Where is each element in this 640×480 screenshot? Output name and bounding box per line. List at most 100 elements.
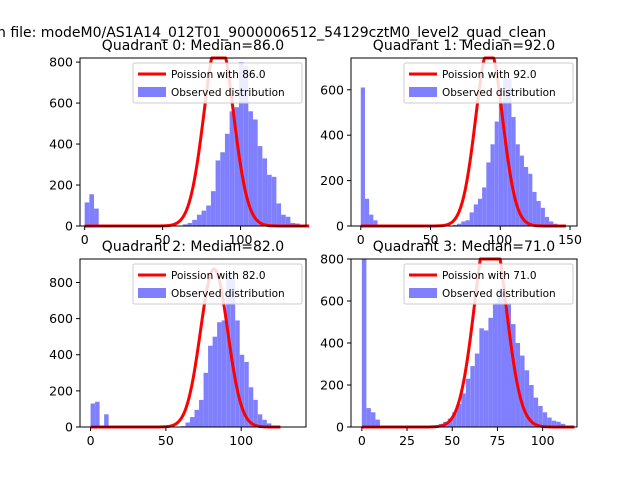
histogram-bar — [465, 220, 470, 226]
histogram-bar — [285, 216, 291, 226]
axes-frame — [79, 57, 307, 227]
histogram-bar — [84, 202, 90, 226]
histogram-bar — [544, 216, 550, 226]
histogram-bar — [447, 418, 453, 427]
histogram-bar — [540, 207, 545, 226]
histogram-bar — [501, 292, 507, 427]
histogram-bar — [361, 259, 367, 427]
legend-observed-label: Observed distribution — [171, 288, 285, 300]
histogram-bar — [187, 222, 193, 226]
histogram-bar — [210, 191, 216, 226]
histogram-bar — [271, 176, 277, 226]
histogram-bar — [262, 158, 268, 226]
histogram-bar — [208, 345, 213, 427]
figure-title: n file: modeM0/AS1A14_012T01_9000006512_… — [0, 25, 546, 41]
histogram-bar — [452, 412, 457, 427]
panel-quadrant-3: 0 25 50 75 100 0 200 400 600 800 Quadrant 3: Media… — [320, 239, 578, 448]
histogram-bar — [511, 117, 516, 226]
x-tick-label: 0 — [87, 433, 95, 448]
axes-frame — [350, 57, 578, 227]
histogram-bar — [542, 412, 548, 427]
histogram-bar — [360, 87, 365, 226]
histogram-bar — [89, 194, 95, 226]
histogram-bar — [217, 322, 222, 427]
panel-quadrant-2: 0 50 100 0 200 400 600 800 Quadrant 2: Median=82… — [49, 239, 307, 448]
histogram-bar — [470, 366, 475, 427]
histogram-bar — [556, 421, 561, 427]
histogram-bar — [461, 393, 466, 427]
histogram-bar — [215, 160, 221, 226]
legend-box — [132, 62, 303, 104]
panel-quadrant-1: 0 50 100 150 0 200 400 600 Quadrant 1: Median=92… — [320, 38, 582, 247]
histogram-bar — [547, 417, 552, 427]
histogram-bar — [290, 222, 296, 226]
x-tick-label: 50 — [423, 232, 439, 247]
histogram-bar — [494, 121, 499, 226]
x-tick-label: 150 — [558, 232, 582, 247]
legend-poisson-label: Poission with 86.0 — [171, 69, 266, 81]
legend-observed-swatch — [409, 288, 437, 298]
y-tick-label: 0 — [65, 420, 73, 435]
histogram-bar — [457, 223, 462, 226]
x-tick-label: 100 — [229, 232, 253, 247]
histogram-bar — [281, 214, 286, 226]
histogram-bar — [482, 187, 487, 226]
y-tick-label: 0 — [336, 219, 344, 234]
histogram-bar — [469, 212, 474, 226]
x-tick-label: 100 — [531, 433, 555, 448]
histogram-bar — [461, 221, 466, 226]
histogram-bar — [253, 119, 258, 226]
y-tick-label: 400 — [49, 347, 73, 362]
histogram-bar — [253, 399, 258, 427]
panel-title: Quadrant 0: Median=86.0 — [102, 38, 284, 54]
histogram-bar — [276, 203, 282, 226]
y-tick-label: 0 — [336, 420, 344, 435]
y-tick-label: 200 — [320, 173, 344, 188]
panel-title: Quadrant 2: Median=82.0 — [102, 239, 284, 255]
panel-quadrant-0: 0 50 100 0 200 400 600 800 Quadrant 0: Median=86… — [49, 38, 310, 247]
legend-observed-swatch — [138, 288, 166, 298]
histogram-bar — [506, 303, 512, 427]
legend-poisson-label: Poission with 71.0 — [442, 270, 537, 282]
histogram-bar — [538, 406, 543, 427]
histogram-bar — [221, 320, 227, 427]
histogram-bar — [375, 419, 380, 427]
y-tick-label: 400 — [49, 137, 73, 152]
y-tick-label: 600 — [320, 82, 344, 97]
histogram-bar — [524, 370, 530, 427]
histogram-bar — [515, 144, 520, 226]
histogram-bar — [194, 409, 200, 427]
x-tick-label: 50 — [155, 232, 171, 247]
histogram-bar — [452, 224, 458, 226]
histogram-bar — [364, 198, 370, 226]
y-tick-label: 600 — [49, 96, 73, 111]
histogram-bar — [234, 107, 239, 226]
axes-frame — [79, 258, 307, 428]
histogram-bar — [189, 417, 195, 427]
legend-box — [403, 62, 574, 104]
histogram-bar — [492, 303, 498, 427]
y-tick-label: 800 — [320, 252, 344, 267]
histogram-bar — [199, 399, 204, 427]
legend-observed-label: Observed distribution — [442, 288, 556, 300]
histogram-bar — [104, 414, 109, 427]
histogram-bar — [511, 324, 516, 427]
histogram-bar — [490, 144, 495, 226]
histogram-bar — [262, 419, 267, 427]
legend-observed-label: Observed distribution — [442, 87, 556, 99]
legend-box — [132, 263, 303, 305]
histogram-bar — [248, 387, 254, 427]
histogram-bar — [479, 328, 484, 427]
histogram-bar — [257, 414, 263, 427]
histogram-bar — [520, 355, 525, 427]
x-tick-label: 50 — [158, 433, 174, 448]
y-tick-label: 800 — [49, 275, 73, 290]
histogram-bar — [549, 221, 554, 226]
histogram-bar — [551, 420, 557, 427]
histogram-bar — [366, 408, 371, 427]
legend-observed-swatch — [138, 87, 166, 97]
histogram-bar — [196, 214, 202, 226]
histogram-bar — [529, 385, 534, 427]
y-tick-label: 800 — [49, 55, 73, 70]
